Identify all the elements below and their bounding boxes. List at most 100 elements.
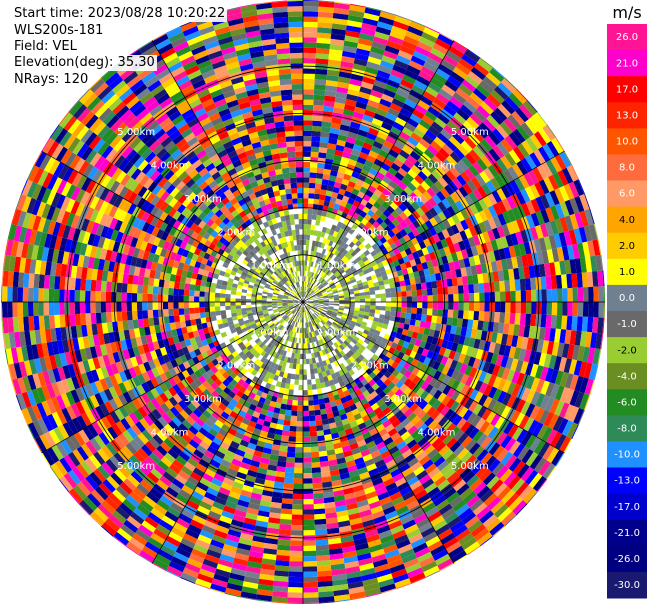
velocity-gate — [390, 330, 397, 338]
velocity-gate — [298, 306, 301, 312]
velocity-gate — [365, 394, 374, 403]
velocity-gate — [306, 306, 310, 311]
velocity-gate — [366, 61, 380, 70]
velocity-gate — [331, 432, 340, 440]
velocity-gate — [379, 496, 392, 506]
velocity-gate — [192, 408, 203, 418]
velocity-gate — [525, 403, 536, 418]
velocity-gate — [391, 496, 405, 506]
velocity-gate — [385, 268, 392, 275]
velocity-gate — [476, 84, 491, 98]
velocity-gate — [428, 329, 435, 337]
velocity-gate — [372, 375, 381, 383]
velocity-gate — [375, 217, 384, 225]
velocity-gate — [344, 428, 354, 436]
velocity-gate — [46, 383, 56, 399]
velocity-gate — [324, 501, 336, 509]
velocity-gate — [205, 419, 215, 428]
velocity-gate — [588, 302, 594, 318]
velocity-gate — [341, 263, 348, 270]
velocity-gate — [352, 284, 359, 289]
velocity-gate — [530, 377, 540, 392]
velocity-gate — [343, 207, 351, 215]
velocity-gate — [229, 337, 236, 344]
velocity-gate — [336, 352, 343, 359]
velocity-gate — [448, 136, 461, 148]
velocity-gate — [408, 222, 417, 232]
velocity-gate — [303, 488, 314, 495]
velocity-gate — [366, 423, 376, 432]
velocity-gate — [370, 337, 377, 344]
velocity-gate — [367, 56, 382, 65]
velocity-gate — [234, 431, 244, 440]
velocity-gate — [442, 309, 449, 318]
velocity-gate — [475, 173, 486, 187]
velocity-gate — [453, 351, 461, 362]
velocity-gate — [439, 562, 454, 572]
velocity-gate — [499, 121, 513, 136]
velocity-gate — [559, 387, 570, 403]
velocity-gate — [427, 511, 442, 523]
velocity-gate — [94, 434, 106, 449]
velocity-gate — [473, 481, 487, 495]
velocity-gate — [446, 491, 460, 504]
velocity-gate — [478, 198, 488, 211]
velocity-gate — [592, 317, 599, 333]
velocity-gate — [168, 308, 174, 317]
velocity-gate — [355, 417, 365, 426]
velocity-gate — [465, 266, 473, 276]
velocity-gate — [225, 297, 231, 302]
velocity-gate — [346, 460, 356, 468]
velocity-gate — [234, 552, 249, 561]
velocity-gate — [179, 282, 186, 290]
velocity-gate — [340, 119, 352, 127]
velocity-gate — [303, 291, 306, 297]
velocity-gate — [538, 179, 550, 195]
velocity-gate — [62, 339, 70, 353]
velocity-gate — [437, 392, 447, 403]
velocity-gate — [224, 394, 233, 403]
velocity-gate — [480, 57, 494, 68]
velocity-gate — [385, 310, 391, 316]
velocity-gate — [370, 193, 380, 202]
velocity-gate — [393, 397, 403, 407]
velocity-gate — [563, 230, 573, 246]
velocity-gate — [268, 512, 281, 519]
velocity-gate — [329, 196, 337, 204]
velocity-gate — [319, 277, 324, 283]
velocity-gate — [452, 66, 468, 80]
velocity-gate — [379, 11, 396, 21]
velocity-gate — [271, 601, 288, 604]
velocity-gate — [110, 363, 119, 375]
velocity-gate — [322, 111, 333, 118]
velocity-gate — [307, 322, 310, 328]
velocity-gate — [197, 534, 212, 545]
velocity-gate — [221, 398, 230, 407]
velocity-gate — [407, 136, 419, 147]
velocity-gate — [79, 290, 86, 302]
velocity-gate — [478, 370, 488, 383]
velocity-gate — [441, 279, 448, 288]
velocity-gate — [359, 471, 370, 480]
velocity-gate — [254, 445, 264, 453]
velocity-gate — [242, 347, 249, 355]
velocity-gate — [301, 327, 303, 334]
velocity-gate — [321, 371, 328, 378]
velocity-gate — [378, 266, 386, 273]
velocity-gate — [397, 413, 408, 423]
velocity-gate — [340, 223, 348, 231]
velocity-gate — [200, 401, 210, 410]
velocity-gate — [98, 432, 110, 446]
velocity-gate — [388, 35, 404, 46]
velocity-gate — [237, 318, 244, 323]
velocity-gate — [285, 462, 295, 468]
velocity-gate — [329, 127, 340, 135]
velocity-gate — [331, 208, 339, 215]
velocity-gate — [447, 309, 454, 318]
velocity-gate — [525, 451, 539, 467]
velocity-gate — [319, 460, 329, 468]
velocity-gate — [567, 287, 573, 302]
velocity-gate — [273, 580, 289, 588]
velocity-gate — [271, 317, 277, 322]
velocity-gate — [360, 397, 368, 406]
